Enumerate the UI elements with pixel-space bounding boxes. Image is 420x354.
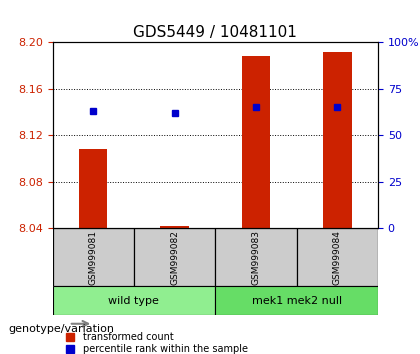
Text: GSM999083: GSM999083 bbox=[252, 229, 260, 285]
Text: wild type: wild type bbox=[108, 296, 159, 306]
Text: transformed count: transformed count bbox=[83, 332, 174, 342]
Text: GSM999082: GSM999082 bbox=[170, 230, 179, 285]
FancyBboxPatch shape bbox=[215, 286, 378, 315]
FancyBboxPatch shape bbox=[52, 228, 134, 286]
FancyBboxPatch shape bbox=[52, 286, 215, 315]
Text: GSM999081: GSM999081 bbox=[89, 229, 98, 285]
Text: mek1 mek2 null: mek1 mek2 null bbox=[252, 296, 342, 306]
Text: GSM999084: GSM999084 bbox=[333, 230, 342, 285]
FancyBboxPatch shape bbox=[215, 228, 297, 286]
Bar bbox=[241, 56, 270, 228]
Bar bbox=[160, 226, 189, 228]
FancyBboxPatch shape bbox=[297, 228, 378, 286]
Bar bbox=[323, 52, 352, 228]
Bar bbox=[79, 149, 108, 228]
Text: percentile rank within the sample: percentile rank within the sample bbox=[83, 344, 248, 354]
Text: genotype/variation: genotype/variation bbox=[8, 324, 114, 334]
FancyBboxPatch shape bbox=[134, 228, 215, 286]
Title: GDS5449 / 10481101: GDS5449 / 10481101 bbox=[133, 25, 297, 40]
